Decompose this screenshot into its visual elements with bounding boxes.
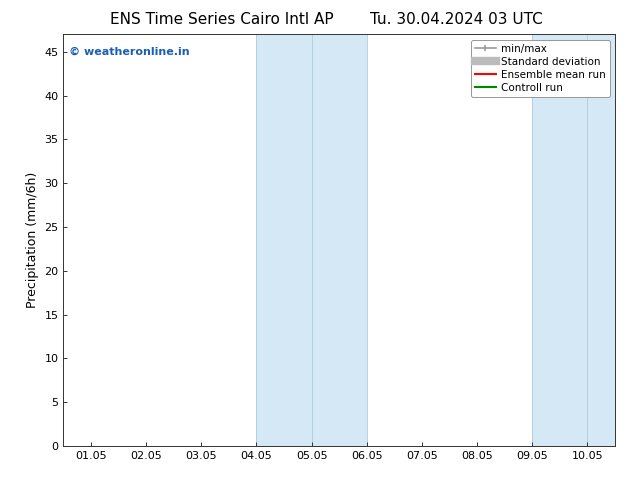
Text: Tu. 30.04.2024 03 UTC: Tu. 30.04.2024 03 UTC [370,12,543,27]
Text: ENS Time Series Cairo Intl AP: ENS Time Series Cairo Intl AP [110,12,333,27]
Y-axis label: Precipitation (mm/6h): Precipitation (mm/6h) [26,172,39,308]
Legend: min/max, Standard deviation, Ensemble mean run, Controll run: min/max, Standard deviation, Ensemble me… [470,40,610,97]
Bar [256,34,367,446]
Text: © weatheronline.in: © weatheronline.in [69,47,190,57]
Bar [533,34,634,446]
